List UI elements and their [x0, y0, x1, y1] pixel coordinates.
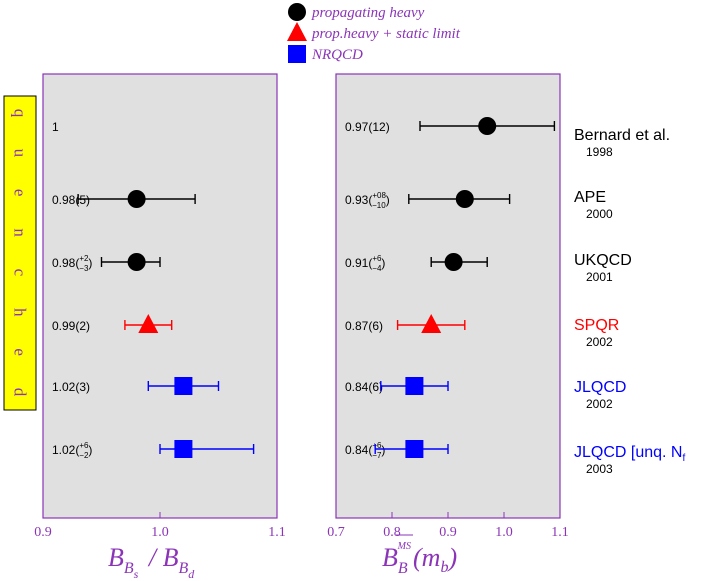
quenched-letter: d	[11, 388, 30, 397]
quenched-box	[3, 95, 37, 411]
collaboration-name: APE	[574, 189, 606, 206]
value-label: 1	[52, 120, 59, 134]
collaboration-year: 2002	[586, 397, 613, 411]
quenched-letter: e	[11, 348, 30, 356]
data-point-circle	[444, 253, 463, 271]
collaboration-name: Bernard et al.	[574, 127, 670, 144]
data-point-circle	[478, 117, 497, 135]
x-tick-label: 1.1	[551, 525, 569, 540]
data-point-triangle	[138, 314, 159, 333]
x-tick-label: 1.0	[151, 525, 169, 540]
data-point-square	[405, 440, 424, 458]
quenched-letter: e	[11, 189, 30, 197]
value-label: 0.99(2)	[52, 319, 90, 333]
value-label: 0.97(12)	[345, 120, 390, 134]
x-tick-label: 0.8	[383, 525, 401, 540]
data-point-square	[174, 377, 193, 395]
value-label: 0.91(+6 −4)	[345, 254, 385, 273]
x-tick-label: 1.0	[495, 525, 513, 540]
value-label: 0.98(+2 −3)	[52, 254, 92, 273]
x-tick-label: 1.1	[268, 525, 286, 540]
legend-label: NRQCD	[311, 47, 363, 63]
collaboration-year: 1998	[586, 145, 613, 159]
x-tick-label: 0.7	[327, 525, 345, 540]
legend-marker-triangle	[287, 22, 307, 41]
value-label: 1.02(3)	[52, 380, 90, 394]
data-point-triangle	[421, 314, 442, 333]
collaboration-name: JLQCD [unq. Nf	[574, 444, 685, 464]
legend-marker-circle	[288, 3, 306, 21]
x-tick-label: 0.9	[34, 525, 52, 540]
data-point-square	[174, 440, 193, 458]
value-label: 0.87(6)	[345, 319, 383, 333]
collaboration-year: 2000	[586, 207, 613, 221]
quenched-letter: n	[11, 228, 30, 237]
value-label: 1.02(+6 −2)	[52, 441, 92, 460]
quenched-letter: q	[11, 109, 30, 118]
legend-marker-square	[288, 45, 306, 63]
x-axis-title-left: BBs / BBd	[108, 543, 195, 581]
x-axis-title-right: BBMS(mb)	[382, 541, 457, 577]
collaboration-year: 2002	[586, 335, 613, 349]
legend-label: propagating heavy	[311, 5, 425, 21]
legend-label: prop.heavy + static limit	[311, 26, 461, 42]
x-tick-label: 0.9	[439, 525, 457, 540]
value-label: 0.93(+08 −10)	[345, 191, 390, 210]
collaboration-name: UKQCD	[574, 252, 632, 269]
data-point-circle	[127, 253, 146, 271]
quenched-letter: c	[11, 269, 30, 277]
collaboration-year: 2001	[586, 270, 613, 284]
data-point-square	[405, 377, 424, 395]
value-label: 0.84(6)	[345, 380, 383, 394]
data-point-circle	[127, 190, 146, 208]
value-label: 0.84(+6 −7)	[345, 441, 385, 460]
collaboration-name: JLQCD	[574, 379, 626, 396]
value-label: 0.98(5)	[52, 193, 90, 207]
data-point-circle	[455, 190, 474, 208]
quenched-letter: h	[11, 308, 30, 317]
collaboration-name: SPQR	[574, 317, 619, 334]
collaboration-year: 2003	[586, 462, 613, 476]
quenched-letter: u	[11, 149, 30, 158]
